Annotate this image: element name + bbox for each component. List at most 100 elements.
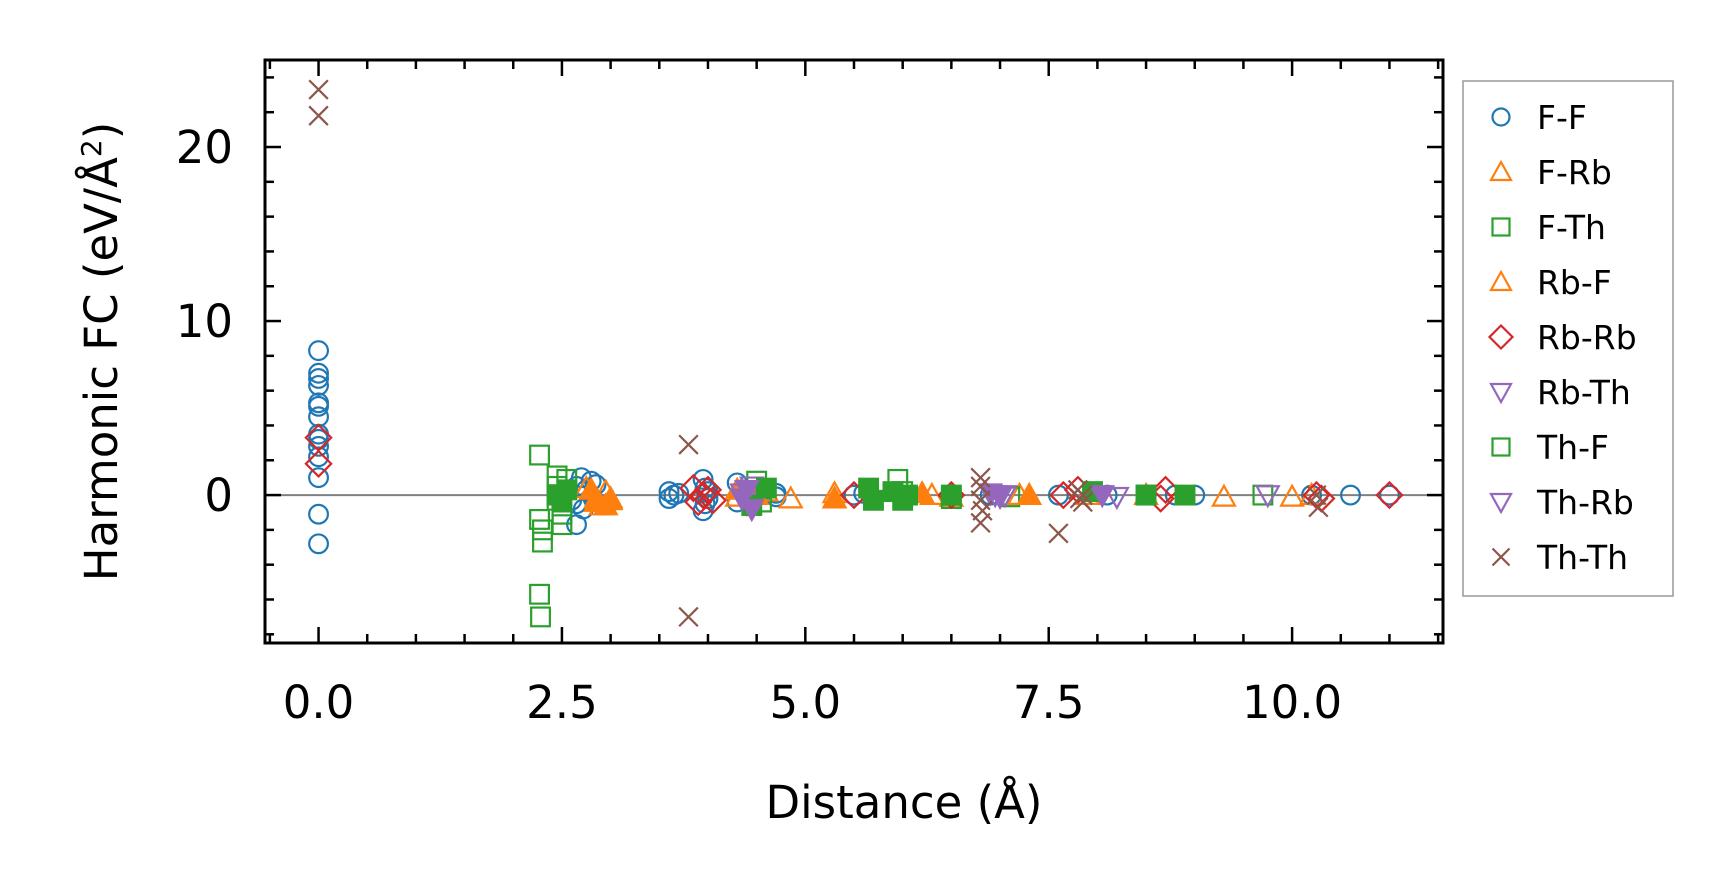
legend-label: Rb-Th bbox=[1537, 373, 1631, 412]
x-tick-label: 5.0 bbox=[770, 676, 842, 729]
legend-item-th-th: Th-Th bbox=[1491, 538, 1628, 577]
data-point bbox=[1375, 480, 1404, 510]
data-point bbox=[821, 485, 848, 509]
data-point bbox=[692, 468, 714, 490]
legend-marker bbox=[1491, 437, 1511, 457]
legend-item-f-f: F-F bbox=[1491, 98, 1587, 137]
data-point bbox=[1174, 484, 1196, 506]
data-point bbox=[308, 395, 329, 417]
data-point bbox=[308, 446, 329, 468]
legend-marker bbox=[1489, 492, 1513, 515]
data-point bbox=[734, 479, 760, 504]
data-point bbox=[678, 434, 699, 455]
legend-item-f-rb: F-Rb bbox=[1489, 153, 1612, 192]
legend-label: F-F bbox=[1537, 98, 1587, 137]
data-point bbox=[308, 374, 329, 396]
legend-label: Rb-F bbox=[1537, 263, 1612, 302]
data-point bbox=[551, 514, 573, 536]
data-point bbox=[1072, 484, 1093, 506]
data-points bbox=[304, 79, 1404, 628]
data-point bbox=[658, 481, 680, 503]
legend-marker bbox=[1489, 269, 1513, 292]
series-f-f bbox=[308, 340, 1400, 555]
y-tick-label: 10 bbox=[176, 295, 233, 348]
legend-label: Th-Th bbox=[1536, 538, 1628, 577]
y-tick-label: 0 bbox=[204, 469, 233, 522]
legend-marker bbox=[1489, 382, 1513, 405]
data-point bbox=[1047, 484, 1069, 506]
data-point bbox=[1279, 483, 1305, 507]
data-point bbox=[532, 531, 553, 553]
series-th-th bbox=[308, 79, 1329, 628]
x-tick-labels: 0.0 2.5 5.0 7.5 10.0 bbox=[283, 676, 1342, 729]
data-point bbox=[1308, 497, 1329, 518]
data-point bbox=[597, 485, 624, 509]
data-point bbox=[1254, 485, 1281, 509]
data-point bbox=[698, 486, 728, 515]
legend-item-f-th: F-Th bbox=[1491, 208, 1606, 247]
data-point bbox=[658, 488, 680, 510]
data-point bbox=[688, 480, 718, 510]
legend-label: Th-F bbox=[1536, 428, 1609, 467]
y-axis-label-close: ) bbox=[75, 122, 128, 140]
y-tick-label: 20 bbox=[176, 121, 233, 174]
axis-ticks bbox=[265, 60, 1443, 643]
data-point bbox=[970, 467, 991, 488]
data-point bbox=[304, 449, 333, 478]
data-point bbox=[1151, 475, 1180, 505]
series-th-rb bbox=[729, 479, 1116, 523]
x-axis-label: Distance (Å) bbox=[766, 776, 1043, 829]
data-point bbox=[1340, 484, 1361, 506]
data-point bbox=[684, 487, 713, 517]
data-point bbox=[1103, 486, 1130, 511]
data-point bbox=[897, 484, 918, 506]
y-axis-label: Harmonic FC (eV/Å2) bbox=[75, 122, 128, 582]
y-tick-labels: 0 10 20 bbox=[176, 121, 233, 522]
data-point bbox=[530, 606, 551, 628]
data-point bbox=[1211, 483, 1237, 507]
data-point bbox=[1089, 485, 1116, 509]
data-point bbox=[987, 486, 1013, 511]
legend-label: Th-Rb bbox=[1536, 483, 1634, 522]
data-point bbox=[308, 79, 329, 100]
data-point bbox=[678, 606, 699, 628]
data-point bbox=[668, 482, 690, 504]
x-tick-label: 0.0 bbox=[283, 676, 355, 729]
data-point bbox=[1016, 481, 1043, 505]
data-point bbox=[529, 444, 550, 466]
x-tick-label: 10.0 bbox=[1242, 676, 1342, 729]
data-point bbox=[1306, 484, 1327, 506]
data-point bbox=[970, 512, 991, 534]
data-point bbox=[693, 475, 723, 505]
data-point bbox=[863, 489, 884, 511]
plot-frame bbox=[263, 58, 1445, 645]
data-point bbox=[738, 499, 765, 523]
data-point bbox=[972, 500, 993, 521]
data-point bbox=[755, 477, 777, 499]
legend-label: Rb-Rb bbox=[1537, 318, 1637, 357]
x-tick-label: 7.5 bbox=[1013, 676, 1085, 729]
data-point bbox=[308, 533, 329, 555]
data-point bbox=[308, 362, 329, 384]
legend-marker bbox=[1491, 107, 1511, 127]
series-f-th bbox=[529, 444, 1274, 628]
data-point bbox=[1072, 491, 1093, 513]
data-point bbox=[308, 105, 329, 126]
data-point bbox=[940, 484, 962, 506]
legend-item-rb-f: Rb-F bbox=[1489, 263, 1612, 302]
legend-item-th-f: Th-F bbox=[1491, 428, 1609, 467]
legend-item-rb-rb: Rb-Rb bbox=[1487, 318, 1637, 357]
legend-label: F-Rb bbox=[1537, 153, 1612, 192]
legend-label: F-Th bbox=[1537, 208, 1606, 247]
legend-item-rb-th: Rb-Th bbox=[1489, 373, 1631, 412]
data-point bbox=[777, 485, 804, 509]
data-point bbox=[308, 428, 329, 450]
data-point bbox=[529, 583, 550, 605]
data-point bbox=[556, 479, 578, 501]
y-axis-label-main: Harmonic FC (eV/Å bbox=[75, 157, 128, 581]
legend-marker bbox=[1487, 323, 1515, 351]
data-point bbox=[1135, 484, 1157, 506]
legend-marker bbox=[1489, 159, 1513, 182]
x-tick-label: 2.5 bbox=[526, 676, 598, 729]
